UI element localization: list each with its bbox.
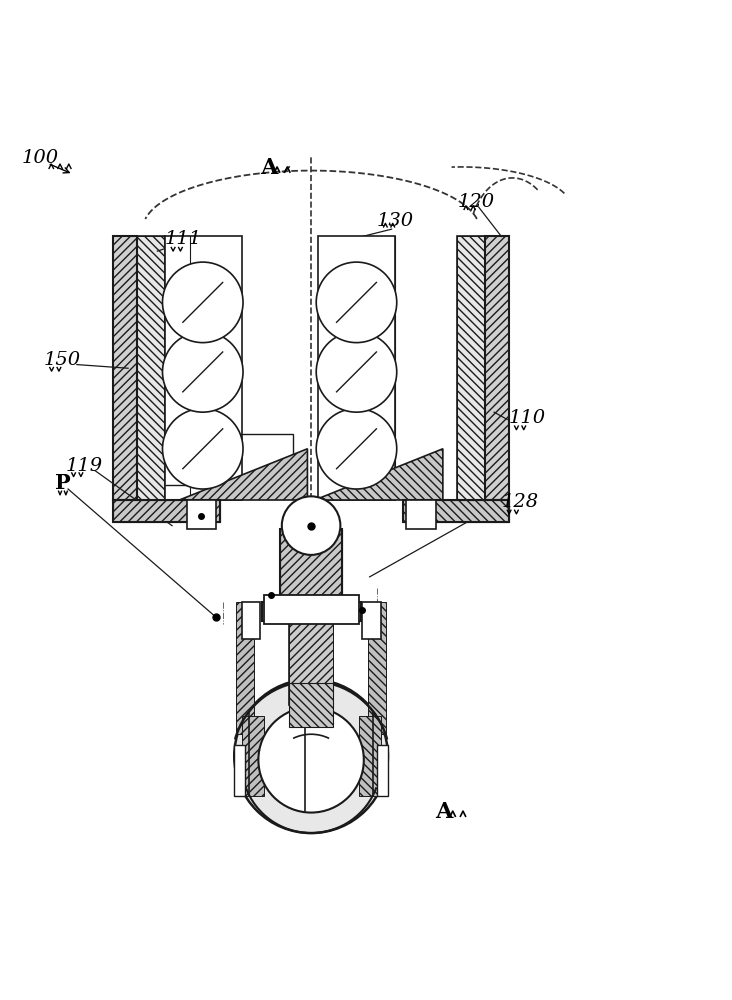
Bar <box>485 236 509 500</box>
Bar <box>242 602 260 639</box>
Text: P: P <box>55 473 70 493</box>
Polygon shape <box>179 449 307 500</box>
Circle shape <box>316 332 397 412</box>
Text: 100: 100 <box>22 149 59 167</box>
Text: 128: 128 <box>501 493 539 511</box>
Text: A: A <box>260 157 277 179</box>
Bar <box>113 500 220 522</box>
Circle shape <box>258 707 364 813</box>
Bar <box>485 236 509 500</box>
Bar <box>280 529 342 602</box>
Bar <box>165 236 242 500</box>
Bar <box>242 716 264 796</box>
Text: 111: 111 <box>165 230 202 248</box>
Circle shape <box>316 262 397 343</box>
Bar <box>265 605 356 619</box>
Bar <box>362 602 381 639</box>
Bar <box>368 602 386 734</box>
Circle shape <box>163 262 243 343</box>
Bar <box>458 236 485 500</box>
Text: 110: 110 <box>509 409 546 427</box>
Bar <box>261 602 360 621</box>
Bar <box>377 745 388 796</box>
Bar <box>289 602 333 705</box>
Bar <box>113 236 137 500</box>
Polygon shape <box>315 449 443 500</box>
Bar <box>458 236 485 500</box>
Bar <box>137 236 165 500</box>
Text: 119: 119 <box>66 457 103 475</box>
Bar <box>289 602 333 705</box>
Bar <box>289 683 333 727</box>
Bar <box>137 236 165 500</box>
Bar <box>234 745 245 796</box>
Bar <box>406 500 436 529</box>
Circle shape <box>316 408 397 489</box>
Bar <box>187 500 216 529</box>
Bar <box>236 602 254 734</box>
Text: 130: 130 <box>377 212 414 230</box>
Text: 120: 120 <box>458 193 495 211</box>
Bar <box>403 500 509 522</box>
Bar <box>403 500 509 522</box>
Circle shape <box>163 332 243 412</box>
Circle shape <box>234 679 388 833</box>
Bar <box>113 236 137 500</box>
Bar <box>264 595 359 624</box>
Bar <box>280 529 342 602</box>
Text: 150: 150 <box>44 351 81 369</box>
Bar <box>359 716 381 796</box>
Bar <box>113 500 220 522</box>
Circle shape <box>282 496 340 555</box>
Bar <box>318 236 395 500</box>
Text: A: A <box>436 801 453 823</box>
Circle shape <box>163 408 243 489</box>
